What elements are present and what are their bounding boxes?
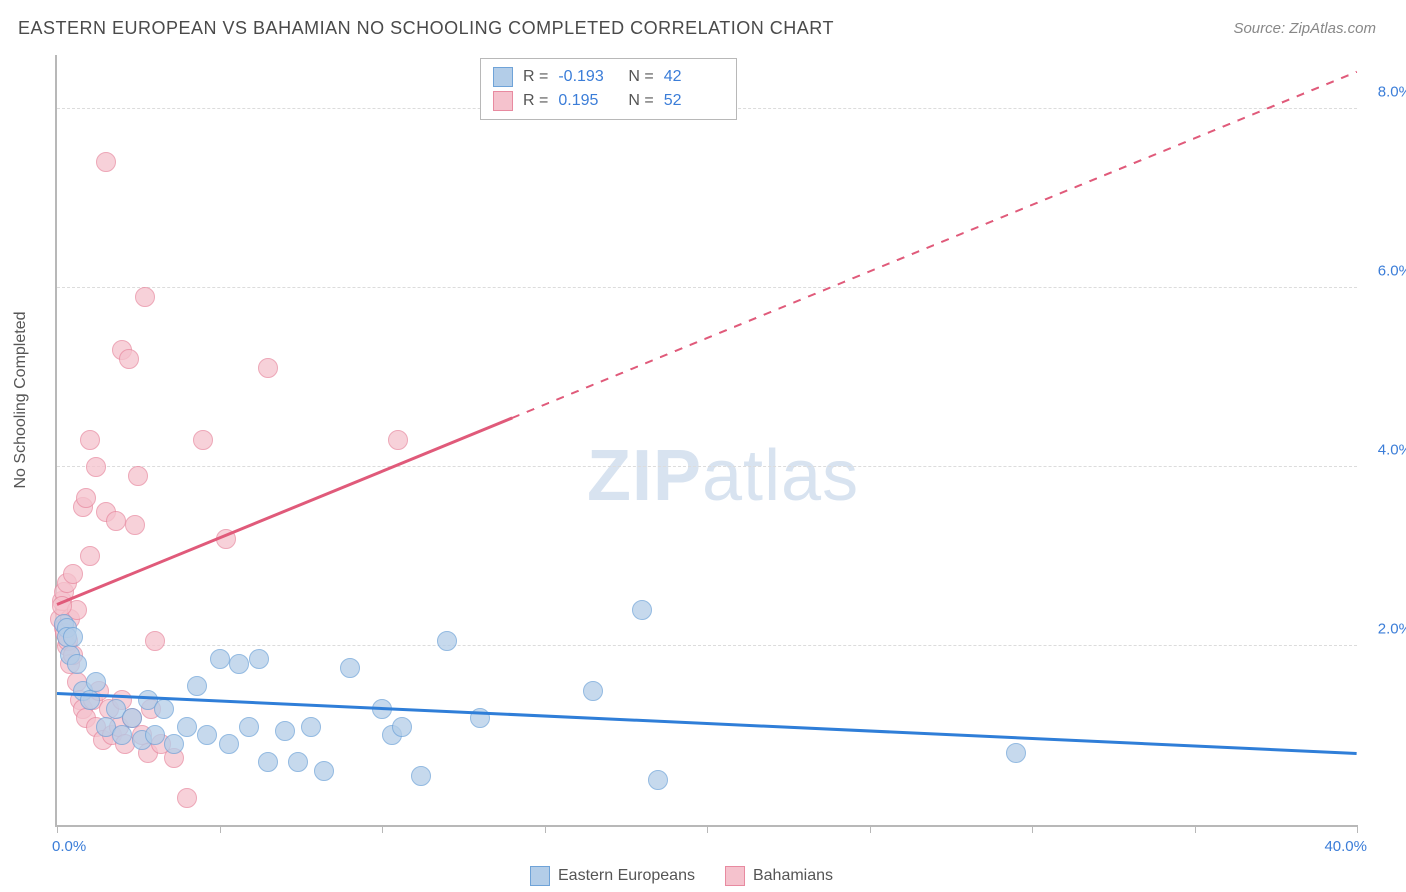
scatter-point [112,725,132,745]
scatter-point [86,457,106,477]
bottom-legend: Eastern Europeans Bahamians [530,866,833,886]
scatter-point [275,721,295,741]
stat-value-n-a: 42 [664,68,724,86]
y-tick-label: 8.0% [1362,83,1406,100]
swatch-legend-a [530,866,550,886]
stat-value-r-b: 0.195 [558,92,618,110]
scatter-point [86,672,106,692]
scatter-point [632,600,652,620]
gridline [57,466,1357,467]
y-tick-label: 6.0% [1362,262,1406,279]
scatter-point [177,717,197,737]
scatter-point [437,631,457,651]
swatch-series-b [493,91,513,111]
legend-item-a: Eastern Europeans [530,866,695,886]
scatter-point [187,676,207,696]
scatter-point [106,511,126,531]
scatter-point [229,654,249,674]
x-tick [870,825,871,833]
scatter-point [193,430,213,450]
stats-legend-box: R = -0.193 N = 42 R = 0.195 N = 52 [480,58,737,120]
scatter-point [67,654,87,674]
x-tick [545,825,546,833]
y-tick-label: 2.0% [1362,620,1406,637]
stat-value-n-b: 52 [664,92,724,110]
scatter-point [63,564,83,584]
stats-row-series-a: R = -0.193 N = 42 [493,65,724,89]
scatter-point [145,725,165,745]
scatter-point [96,152,116,172]
x-tick [1195,825,1196,833]
scatter-point [125,515,145,535]
scatter-point [128,466,148,486]
x-label-min: 0.0% [52,838,86,855]
gridline [57,645,1357,646]
stats-row-series-b: R = 0.195 N = 52 [493,89,724,113]
scatter-point [122,708,142,728]
scatter-point [154,699,174,719]
swatch-legend-b [725,866,745,886]
stat-label-n: N = [628,68,653,86]
scatter-point [392,717,412,737]
x-tick [1032,825,1033,833]
x-tick [220,825,221,833]
scatter-point [145,631,165,651]
scatter-point [76,488,96,508]
scatter-point [135,287,155,307]
y-tick-label: 4.0% [1362,441,1406,458]
regression-line [56,416,512,605]
scatter-point [258,358,278,378]
scatter-point [239,717,259,737]
scatter-point [63,627,83,647]
scatter-point [314,761,334,781]
scatter-plot-area: ZIPatlas 2.0%4.0%6.0%8.0%0.0%40.0% [55,55,1357,827]
scatter-point [197,725,217,745]
x-tick [382,825,383,833]
x-tick [707,825,708,833]
stat-label-n: N = [628,92,653,110]
scatter-point [258,752,278,772]
chart-title: EASTERN EUROPEAN VS BAHAMIAN NO SCHOOLIN… [18,18,834,39]
y-axis-label: No Schooling Completed [12,312,30,489]
x-label-max: 40.0% [1324,838,1367,855]
scatter-point [411,766,431,786]
scatter-point [249,649,269,669]
scatter-point [210,649,230,669]
scatter-point [288,752,308,772]
x-tick [57,825,58,833]
scatter-point [80,546,100,566]
legend-label-a: Eastern Europeans [558,867,695,885]
legend-label-b: Bahamians [753,867,833,885]
scatter-point [1006,743,1026,763]
scatter-point [80,430,100,450]
scatter-point [164,734,184,754]
x-tick [1357,825,1358,833]
gridline [57,287,1357,288]
scatter-point [340,658,360,678]
watermark: ZIPatlas [587,435,859,517]
scatter-point [119,349,139,369]
legend-item-b: Bahamians [725,866,833,886]
swatch-series-a [493,67,513,87]
stat-value-r-a: -0.193 [558,68,618,86]
scatter-point [648,770,668,790]
stat-label-r: R = [523,92,548,110]
chart-source: Source: ZipAtlas.com [1233,20,1376,37]
scatter-point [388,430,408,450]
scatter-point [177,788,197,808]
scatter-point [301,717,321,737]
regression-line [512,71,1358,419]
scatter-point [219,734,239,754]
stat-label-r: R = [523,68,548,86]
scatter-point [583,681,603,701]
